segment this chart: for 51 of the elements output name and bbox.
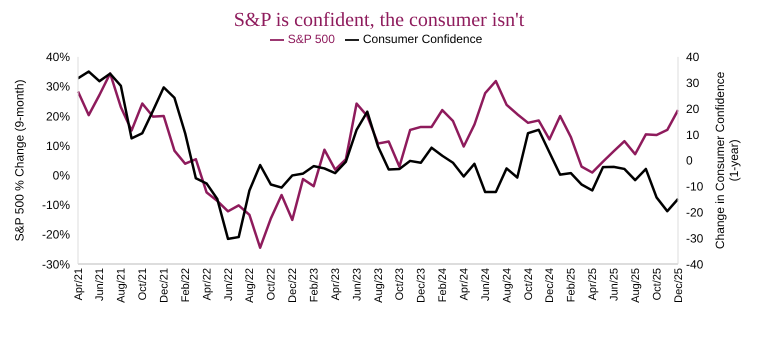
x-tick-label: Apr/24 (458, 268, 471, 300)
x-tick-label: Aug/25 (630, 268, 642, 303)
y-tick-label: 20% (46, 109, 70, 124)
x-tick-label: Oct/23 (394, 268, 406, 300)
x-tick-label: Jun/21 (94, 268, 106, 302)
y-tick-label: -30% (42, 257, 70, 272)
x-tick-label: Apr/22 (201, 268, 214, 300)
y-axis-title: S&P 500 % Change (9-month) (12, 79, 26, 242)
x-tick-label: Dec/25 (672, 268, 685, 303)
x-tick-label: Dec/23 (416, 268, 428, 303)
y2-tick-label: -40 (686, 257, 704, 272)
x-tick-label: Oct/21 (137, 268, 150, 300)
y2-tick-label: 40 (686, 50, 700, 64)
x-tick-label: Oct/25 (651, 268, 664, 300)
x-tick-label: Apr/25 (587, 268, 600, 300)
x-tick-label: Jun/22 (222, 268, 235, 302)
x-tick-label: Dec/21 (158, 268, 171, 303)
y-tick-label: 30% (46, 80, 70, 94)
x-tick-label: Jun/25 (608, 268, 621, 302)
x-tick-label: Aug/21 (116, 268, 128, 303)
x-tick-label: Dec/24 (544, 268, 556, 303)
x-tick-label: Feb/25 (566, 268, 578, 302)
x-tick-label: Dec/22 (287, 268, 300, 303)
y-tick-label: -20% (42, 228, 70, 242)
x-tick-label: Jun/23 (351, 268, 364, 302)
x-tick-label: Feb/24 (437, 268, 450, 302)
y-tick-label: -10% (42, 198, 70, 212)
y2-tick-label: 20 (686, 102, 700, 116)
x-tick-label: Oct/24 (522, 268, 535, 300)
y2-tick-label: 10 (686, 128, 700, 142)
x-tick-label: Aug/23 (372, 268, 385, 303)
y-tick-label: 40% (46, 50, 70, 64)
x-tick-label: Aug/24 (501, 268, 514, 303)
legend-label: Consumer Confidence (362, 32, 482, 46)
y2-axis-title: Change in Consumer Confidence (1-year) (713, 71, 741, 250)
y2-tick-label: -30 (686, 231, 704, 246)
y2-tick-label: -20 (686, 205, 704, 220)
y-tick-label: 10% (46, 138, 70, 153)
x-tick-label: Apr/23 (330, 268, 342, 300)
y2-tick-label: 30 (686, 76, 700, 90)
x-tick-label: Feb/23 (308, 268, 321, 302)
legend-label: S&P 500 (288, 32, 335, 46)
x-tick-label: Aug/22 (244, 268, 256, 303)
y-tick-label: 0% (52, 168, 70, 182)
x-tick-label: Oct/22 (266, 268, 278, 300)
chart-title: S&P is confident, the consumer isn't (234, 9, 524, 31)
y2-tick-label: -10 (686, 180, 704, 194)
x-tick-label: Apr/21 (72, 268, 85, 300)
x-tick-label: Jun/24 (480, 268, 492, 302)
y2-tick-label: 0 (686, 154, 693, 168)
x-tick-label: Feb/22 (180, 268, 192, 302)
